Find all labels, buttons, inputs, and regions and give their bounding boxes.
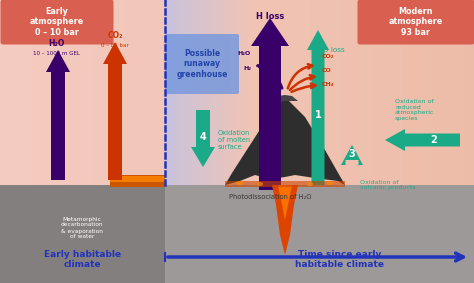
Bar (110, 175, 165, 187)
FancyArrow shape (191, 110, 215, 167)
Text: Photodissociation of H₂O: Photodissociation of H₂O (229, 194, 311, 200)
Ellipse shape (307, 182, 313, 186)
Ellipse shape (257, 182, 263, 186)
Text: Possible
runaway
greenhouse: Possible runaway greenhouse (176, 49, 228, 79)
Text: Metamorphic
decarbonation
& evaporation
of water: Metamorphic decarbonation & evaporation … (61, 216, 103, 239)
Text: Early
atmosphere
0 – 10 bar: Early atmosphere 0 – 10 bar (30, 7, 84, 37)
Text: 2: 2 (430, 135, 437, 145)
Text: CO₂: CO₂ (107, 31, 123, 40)
FancyArrow shape (307, 30, 329, 185)
FancyArrow shape (341, 145, 363, 165)
Text: O loss: O loss (323, 47, 345, 53)
FancyBboxPatch shape (0, 0, 113, 44)
FancyArrow shape (103, 42, 127, 180)
Text: Modern
atmosphere
93 bar: Modern atmosphere 93 bar (389, 7, 443, 37)
Text: Oxidation of
reduced
atmospheric
species: Oxidation of reduced atmospheric species (395, 99, 434, 121)
FancyBboxPatch shape (357, 0, 474, 44)
Text: CO: CO (322, 68, 332, 73)
Polygon shape (278, 185, 292, 220)
Text: Time since early
habitable climate: Time since early habitable climate (295, 250, 384, 269)
Text: 1: 1 (315, 110, 321, 120)
Text: H₂O: H₂O (237, 51, 251, 56)
Polygon shape (272, 185, 298, 255)
Text: 0 – 81 bar: 0 – 81 bar (101, 43, 129, 48)
FancyBboxPatch shape (165, 34, 239, 94)
FancyArrow shape (46, 50, 70, 180)
Text: 10 – 1000 m GEL: 10 – 1000 m GEL (33, 51, 80, 56)
Bar (225, 181, 345, 187)
Text: CO₂: CO₂ (322, 54, 335, 59)
Text: Oxidation
of molten
surface: Oxidation of molten surface (218, 130, 250, 150)
Text: Early habitable
climate: Early habitable climate (44, 250, 121, 269)
Ellipse shape (236, 181, 244, 185)
FancyArrow shape (385, 129, 460, 151)
Text: H loss: H loss (256, 12, 284, 21)
Text: CH₄: CH₄ (322, 83, 335, 87)
Text: Oxidation of
volcanic products: Oxidation of volcanic products (360, 180, 416, 190)
Polygon shape (225, 97, 345, 185)
Polygon shape (272, 95, 298, 101)
Text: 3: 3 (348, 149, 356, 159)
Ellipse shape (327, 181, 334, 185)
Text: H₂O: H₂O (48, 39, 64, 48)
Text: H₂: H₂ (243, 66, 251, 71)
Text: 4: 4 (200, 132, 206, 142)
Bar (110, 176, 165, 182)
FancyArrow shape (251, 18, 289, 190)
